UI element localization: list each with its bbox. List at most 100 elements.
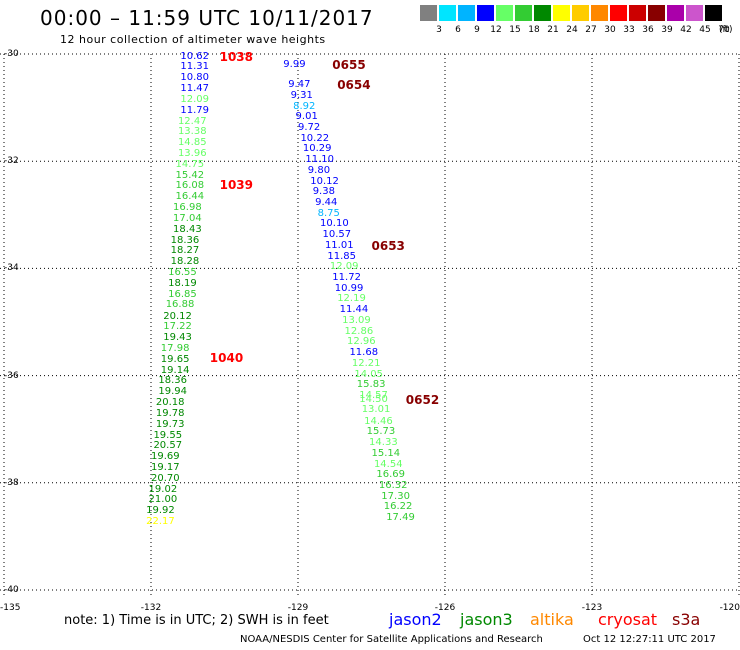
wave-height-value: 9.01 — [295, 111, 318, 123]
wave-height-value: 14.33 — [369, 437, 398, 449]
wave-height-value: 9.38 — [312, 186, 335, 198]
wave-height-value: 15.42 — [175, 169, 205, 181]
wave-height-value: 19.78 — [155, 407, 185, 419]
scale-label: 33 — [623, 25, 635, 35]
satellite-jason3: jason3 — [460, 610, 513, 629]
wave-height-value: 9.44 — [315, 197, 338, 208]
scale-label: 3 — [436, 25, 442, 35]
pass-time-label: 1038 — [219, 49, 253, 64]
latitude-label: -38 — [4, 477, 19, 488]
wave-height-value: 9.47 — [288, 79, 311, 91]
scale-label: 27 — [585, 25, 597, 35]
generated-timestamp: Oct 12 12:27:11 UTC 2017 — [583, 634, 716, 645]
wave-height-value: 19.94 — [158, 386, 187, 398]
wave-height-value: 16.85 — [168, 288, 197, 300]
scale-label: 18 — [528, 25, 540, 35]
wave-height-value: 9.80 — [307, 164, 331, 176]
wave-height-value: 16.55 — [168, 267, 197, 279]
latitude-label: -30 — [4, 49, 19, 59]
wave-height-value: 11.01 — [324, 239, 354, 251]
wave-height-value: 22.17 — [146, 515, 175, 527]
wave-height-value: 11.31 — [180, 61, 210, 73]
scale-swatch — [439, 5, 456, 21]
wave-height-value: 19.02 — [148, 483, 178, 495]
wave-height-value: 18.36 — [158, 375, 187, 387]
wave-height-value: 18.27 — [170, 245, 200, 257]
satellite-altika: altika — [530, 610, 574, 629]
scale-swatch — [534, 5, 551, 21]
wave-height-value: 16.22 — [383, 501, 413, 513]
scale-label: 45 — [699, 25, 711, 35]
wave-height-value: 19.65 — [160, 353, 190, 365]
longitude-label: -120 — [719, 603, 740, 613]
wave-height-value: 15.83 — [356, 379, 386, 391]
wave-height-value: 8.75 — [317, 207, 340, 219]
wave-height-value: 10.62 — [180, 50, 210, 62]
wave-height-value: 10.29 — [302, 143, 332, 155]
scale-label: 39 — [661, 25, 673, 35]
page-subtitle: 12 hour collection of altimeter wave hei… — [60, 33, 326, 46]
scale-swatch — [610, 5, 627, 21]
pass-time-label: 0653 — [371, 238, 405, 253]
satellite-cryosat: cryosat — [598, 610, 658, 629]
scale-swatch — [667, 5, 684, 21]
wave-height-value: 11.44 — [339, 304, 369, 316]
wave-height-value: 10.80 — [180, 72, 210, 84]
wave-height-value: 11.68 — [349, 347, 379, 359]
wave-height-value: 16.08 — [175, 180, 205, 192]
satellite-s3a: s3a — [672, 610, 701, 629]
wave-height-value: 19.14 — [160, 364, 190, 376]
wave-height-value: 11.10 — [305, 154, 334, 166]
wave-height-value: 17.98 — [160, 342, 190, 354]
longitude-label: -132 — [140, 603, 162, 613]
wave-height-value: 14.46 — [364, 415, 393, 427]
wave-height-value: 11.85 — [327, 250, 357, 262]
wave-height-value: 14.75 — [175, 158, 205, 170]
wave-height-value: 19.69 — [151, 451, 180, 463]
wave-height-value: 14.57 — [359, 389, 388, 401]
latitude-label: -40 — [4, 585, 19, 595]
scale-label: 6 — [455, 25, 461, 35]
scale-label: 36 — [642, 25, 654, 35]
wave-height-value: 17.22 — [163, 321, 192, 333]
scale-label: 70 — [718, 25, 730, 35]
wave-height-value: 17.49 — [386, 512, 415, 524]
wave-height-value: 20.70 — [151, 473, 180, 485]
wave-height-value: 10.57 — [322, 229, 352, 241]
wave-height-value: 14.05 — [354, 368, 383, 380]
wave-height-value: 12.09 — [329, 261, 359, 273]
wave-height-value: 9.31 — [290, 89, 313, 101]
wave-height-value: 14.50 — [359, 393, 388, 405]
pass-time-label: 0654 — [337, 78, 371, 93]
wave-height-value: 13.01 — [361, 403, 391, 415]
wave-height-value: 12.09 — [180, 94, 210, 106]
wave-height-value: 21.00 — [148, 494, 178, 506]
wave-height-value: 12.19 — [337, 293, 366, 305]
scale-swatch — [629, 5, 646, 21]
latitude-label: -34 — [4, 263, 19, 274]
wave-height-value: 13.09 — [342, 314, 371, 326]
scale-swatch — [477, 5, 494, 21]
wave-height-value: 20.18 — [155, 396, 185, 408]
wave-height-value: 16.98 — [173, 201, 202, 213]
wave-height-value: 17.04 — [173, 213, 202, 225]
wave-height-value: 17.30 — [381, 490, 410, 502]
wave-height-value: 16.69 — [376, 469, 406, 481]
wave-height-value: 18.28 — [170, 255, 200, 267]
scale-label: 24 — [566, 25, 578, 35]
wave-height-value: 8.92 — [293, 100, 316, 112]
wave-height-value: 10.22 — [300, 132, 330, 144]
wave-height-value: 11.79 — [180, 104, 210, 116]
wave-height-value: 19.55 — [153, 429, 183, 441]
wave-height-value: 16.44 — [175, 191, 205, 203]
wave-height-value: 18.36 — [170, 234, 200, 246]
wave-height-value: 18.43 — [173, 223, 202, 235]
wave-height-value: 14.85 — [177, 136, 207, 148]
scale-label: 21 — [547, 25, 559, 35]
satellite-jason2: jason2 — [389, 610, 442, 629]
scale-swatch — [572, 5, 589, 21]
scale-swatch — [705, 5, 722, 21]
pass-time-label: 1040 — [209, 351, 244, 366]
footer-note: note: 1) Time is in UTC; 2) SWH is in fe… — [64, 613, 329, 628]
